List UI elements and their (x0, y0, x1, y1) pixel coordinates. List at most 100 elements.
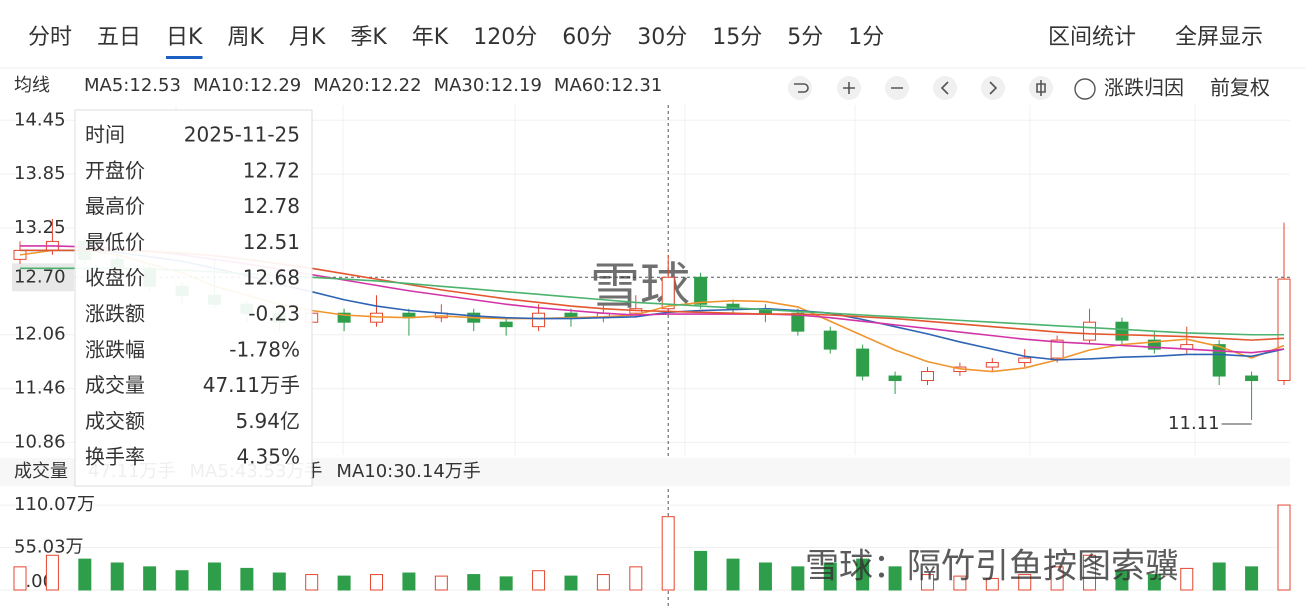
candle-body (661, 276, 675, 310)
tooltip-value: -0.23 (248, 302, 300, 326)
tooltip-value: 47.11万手 (203, 373, 300, 397)
volume-bar (240, 567, 254, 591)
volume-bar (402, 572, 416, 591)
tab[interactable]: 五日 (97, 25, 141, 50)
candle-body (1018, 357, 1032, 364)
volume-bar (856, 558, 870, 591)
volume-bar (758, 562, 772, 591)
volume-bar (920, 574, 934, 591)
volume-bar (45, 554, 59, 591)
undo-button[interactable] (788, 76, 812, 100)
radio[interactable] (1074, 78, 1096, 100)
tooltip-value: 2025-11-25 (184, 123, 300, 147)
candle-body (1050, 339, 1064, 359)
toolbar-icons (794, 80, 1046, 96)
option[interactable]: 前复权 (1210, 76, 1270, 100)
tooltip-value: -1.78% (229, 337, 300, 361)
volume-bar (143, 566, 157, 591)
tooltip-label: 换手率 (85, 445, 145, 469)
candle-body (1147, 339, 1161, 350)
volume-bar (1115, 570, 1129, 591)
candle-body (791, 312, 805, 332)
tab[interactable]: 15分 (712, 25, 762, 50)
volume-bar (1180, 567, 1194, 591)
volume-bar (175, 570, 189, 591)
link[interactable]: 全屏显示 (1175, 25, 1263, 50)
candle-body (337, 312, 351, 323)
tab[interactable]: 月K (289, 25, 326, 50)
watermark-footer: 雪球：隔竹引鱼按图索骥 (805, 547, 1179, 587)
tab[interactable]: 30分 (637, 25, 687, 50)
tab[interactable]: 周K (227, 25, 264, 50)
y-tick-label: 12.70 (14, 266, 66, 287)
volume-bar (434, 575, 448, 591)
tooltip-value: 12.72 (243, 158, 300, 182)
volume-bar (661, 516, 675, 591)
candle-body (1277, 278, 1291, 382)
y-tick-label: 14.45 (14, 109, 66, 130)
tab[interactable]: 5分 (787, 25, 823, 50)
volume-bar (1245, 566, 1259, 591)
watermark: 雪球 (590, 258, 690, 316)
tooltip-label: 时间 (85, 123, 125, 147)
volume-legend: MA10:30.14万手 (336, 461, 480, 482)
tooltip-value: 4.35% (236, 445, 300, 469)
annotation: 11.11 (1168, 413, 1220, 434)
volume-bar (791, 566, 805, 591)
y-tick-label: 13.85 (14, 163, 66, 184)
tooltip-label: 收盘价 (85, 266, 145, 290)
volume-bar (305, 574, 319, 591)
tooltip-label: 涨跌幅 (85, 337, 145, 361)
volume-bar (726, 558, 740, 591)
tab[interactable]: 120分 (473, 25, 537, 50)
volume-bar (694, 550, 708, 591)
tab[interactable]: 分时 (28, 25, 72, 50)
candle-body (888, 375, 902, 382)
tooltip-value: 5.94亿 (235, 409, 300, 433)
y-tick-label: 12.06 (14, 324, 66, 345)
volume-bar (985, 577, 999, 591)
tab[interactable]: 季K (350, 25, 387, 50)
volume-bar (629, 566, 643, 591)
tab[interactable]: 日K (166, 25, 203, 50)
legend-entry: MA30:12.19 (434, 75, 542, 96)
volume-tick-label: 55.03万 (14, 537, 84, 558)
volume-bar (1018, 574, 1032, 591)
legend-entry: MA20:12.22 (313, 75, 421, 96)
volume-bar (499, 576, 513, 591)
candle-body (1245, 375, 1259, 382)
y-tick-label: 13.25 (14, 217, 66, 238)
volume-bar (888, 566, 902, 591)
right-button[interactable] (981, 76, 1005, 100)
volume-bar (78, 558, 92, 591)
tooltip-label: 最低价 (85, 230, 145, 254)
candle-body (823, 330, 837, 350)
tooltip-label: 最高价 (85, 194, 145, 218)
volume-bar (596, 574, 610, 591)
tab[interactable]: 1分 (848, 25, 884, 50)
volume-bar (272, 572, 286, 591)
volume-bar (1147, 574, 1161, 591)
tooltip-label: 开盘价 (85, 158, 145, 182)
volume-bar (110, 562, 124, 591)
volume-tick-label: 110.07万 (14, 494, 95, 515)
volume-label: 成交量 (14, 461, 68, 482)
candle-body (726, 303, 740, 310)
candle-body (1115, 321, 1129, 341)
volume-bar (564, 575, 578, 591)
tab[interactable]: 60分 (562, 25, 612, 50)
tooltip-label: 涨跌额 (85, 302, 145, 326)
volume-bar (207, 562, 221, 591)
left-button[interactable] (933, 76, 957, 100)
tab[interactable]: 年K (412, 25, 449, 50)
tooltip-label: 成交量 (85, 373, 145, 397)
link[interactable]: 区间统计 (1048, 25, 1136, 50)
volume-bar (1083, 554, 1097, 591)
tooltip-value: 12.51 (243, 230, 300, 254)
volume-bar (13, 566, 27, 591)
legend-entry: MA60:12.31 (554, 75, 662, 96)
tooltip-value: 12.68 (243, 266, 300, 290)
volume-bar (823, 562, 837, 591)
candle-body (499, 321, 513, 328)
